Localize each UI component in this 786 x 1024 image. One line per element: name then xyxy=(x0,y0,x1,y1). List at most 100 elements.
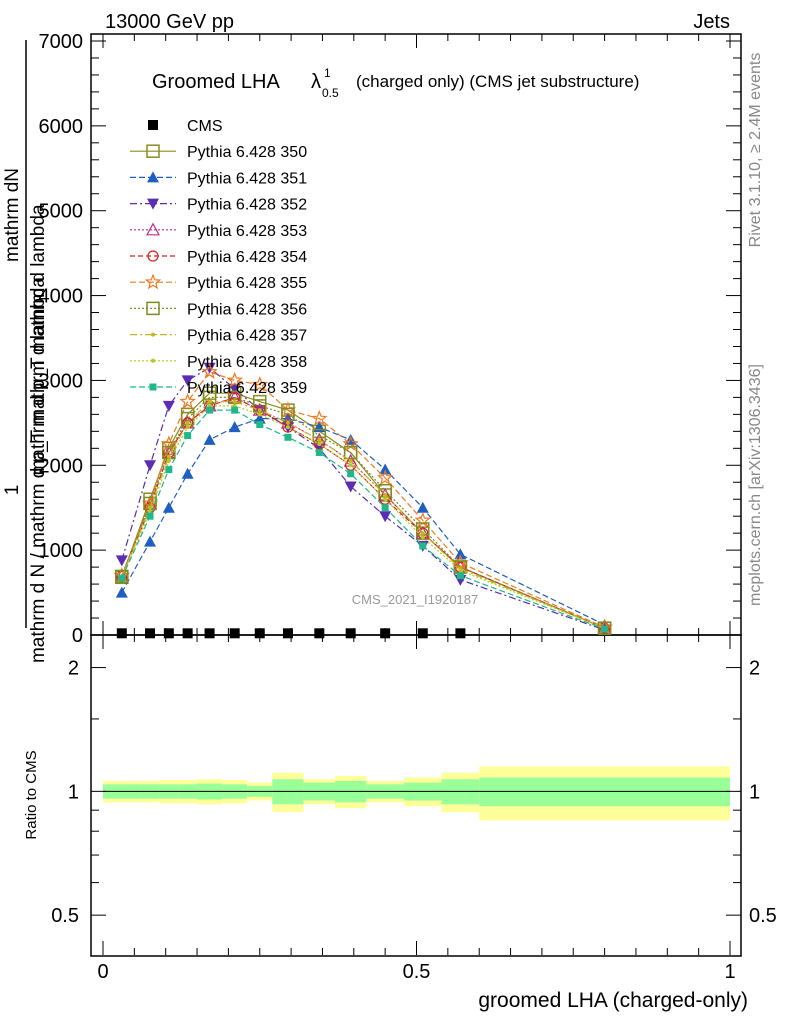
legend-entry: Pythia 6.428 350 xyxy=(130,144,307,161)
cms-point xyxy=(145,628,156,639)
mcplots-label: mcplots.cern.ch [arXiv:1306.3436] xyxy=(747,364,764,606)
legend-entry: Pythia 6.428 359 xyxy=(130,380,307,397)
series-point xyxy=(185,420,190,425)
series-line xyxy=(121,371,605,628)
legend-marker xyxy=(144,273,162,290)
series-line xyxy=(121,401,605,629)
series-point xyxy=(257,408,262,413)
series-point xyxy=(146,512,154,520)
series-point xyxy=(179,392,196,409)
series-point xyxy=(166,459,171,464)
y-tick-label: 3000 xyxy=(39,370,84,392)
ratio-y-label: Ratio to CMS xyxy=(23,750,40,839)
series-point xyxy=(456,572,464,580)
cms-point xyxy=(182,628,193,639)
y-tick-label: 1000 xyxy=(39,540,84,562)
series-point xyxy=(420,535,425,540)
series-point xyxy=(348,463,353,468)
legend-marker xyxy=(149,383,157,391)
series-line xyxy=(121,405,605,629)
series-point xyxy=(348,459,353,464)
cms-point xyxy=(116,628,127,639)
series-layer xyxy=(113,362,613,639)
ratio-y-tick-label-right: 0.5 xyxy=(749,905,777,927)
legend-entry-cms: CMS xyxy=(148,118,223,135)
cms-point xyxy=(204,628,215,639)
plot-title-sub: 0.5 xyxy=(322,86,339,100)
series-point xyxy=(206,406,214,414)
series-point xyxy=(317,442,322,447)
series-point xyxy=(383,492,388,497)
y-tick-label: 5000 xyxy=(39,201,84,223)
y-label-tail: mathrm d p_T mathrm d lambda xyxy=(28,204,49,475)
x-axis-label: groomed LHA (charged-only) xyxy=(478,989,748,1012)
legend-marker xyxy=(151,358,155,363)
series-point xyxy=(315,449,323,457)
series-point xyxy=(383,497,388,502)
series-point xyxy=(317,437,322,442)
series-point xyxy=(118,574,126,582)
series-point xyxy=(228,383,241,395)
y-label-left: mathrm dN xyxy=(2,168,23,262)
series-point xyxy=(285,425,290,430)
series-point xyxy=(253,412,266,424)
plot-title-symbol: λ xyxy=(311,71,321,93)
cms-data xyxy=(116,628,466,639)
y-tick-label: 6000 xyxy=(39,116,84,138)
series-point xyxy=(162,400,175,412)
series-point xyxy=(347,470,355,478)
y-axis-label: mathrm dN mathrm d p_T mathrm d lambda 1… xyxy=(2,40,49,663)
cms-point xyxy=(380,628,391,639)
legend-entry: Pythia 6.428 357 xyxy=(130,328,307,345)
series-point xyxy=(165,466,173,474)
cms-point xyxy=(254,628,265,639)
legend-label: Pythia 6.428 359 xyxy=(187,380,307,397)
series-point xyxy=(232,399,237,404)
y-tick-label: 7000 xyxy=(39,31,84,53)
ratio-y-tick-label: 0.5 xyxy=(51,905,79,927)
series-point xyxy=(207,399,212,404)
legend-label: Pythia 6.428 355 xyxy=(187,275,307,292)
cms-point xyxy=(282,628,293,639)
ratio-y-tick-label-right: 1 xyxy=(749,781,760,803)
series-point xyxy=(416,501,429,513)
series-point xyxy=(115,586,128,598)
analysis-watermark: CMS_2021_I1920187 xyxy=(352,592,479,607)
rivet-label: Rivet 3.1.10, ≥ 2.4M events xyxy=(747,53,764,248)
y-label-denominator: mathrm d N / mathrm d p_T mathrm d lambd… xyxy=(28,277,49,664)
series-point xyxy=(419,542,427,550)
ratio-axis-ticks: 0 0.5 1 0.5 0.5 1 1 2 2 xyxy=(51,635,777,983)
legend-entry: Pythia 6.428 358 xyxy=(130,354,307,371)
process-label: Jets xyxy=(693,11,730,33)
ratio-y-tick-label-right: 2 xyxy=(749,658,760,680)
series-point xyxy=(344,481,357,493)
series-point xyxy=(379,511,392,523)
cms-point xyxy=(417,628,428,639)
legend-label: Pythia 6.428 357 xyxy=(187,328,307,345)
series-point xyxy=(376,469,394,486)
legend: CMS Pythia 6.428 350 Pythia 6.428 351 Pythi… xyxy=(130,118,307,397)
series-point xyxy=(256,421,264,429)
series-7 xyxy=(115,390,612,635)
legend-marker xyxy=(146,144,160,158)
legend-entry: Pythia 6.428 351 xyxy=(130,170,307,187)
series-point xyxy=(381,504,389,512)
y-tick-label: 4000 xyxy=(39,286,84,308)
legend-entry: Pythia 6.428 352 xyxy=(130,197,307,214)
ratio-inner-band xyxy=(479,777,730,807)
series-line xyxy=(121,409,605,630)
cms-point xyxy=(163,628,174,639)
series-point xyxy=(181,467,194,479)
series-point xyxy=(115,569,129,584)
series-point xyxy=(115,555,128,567)
series-point xyxy=(148,505,153,510)
series-point xyxy=(166,454,171,459)
legend-marker xyxy=(145,222,161,236)
plot-title-sup: 1 xyxy=(324,66,331,80)
legend-marker xyxy=(147,171,159,183)
series-point xyxy=(598,622,611,634)
legend-marker xyxy=(147,250,159,262)
series-point xyxy=(228,421,241,433)
series-point xyxy=(343,445,358,460)
